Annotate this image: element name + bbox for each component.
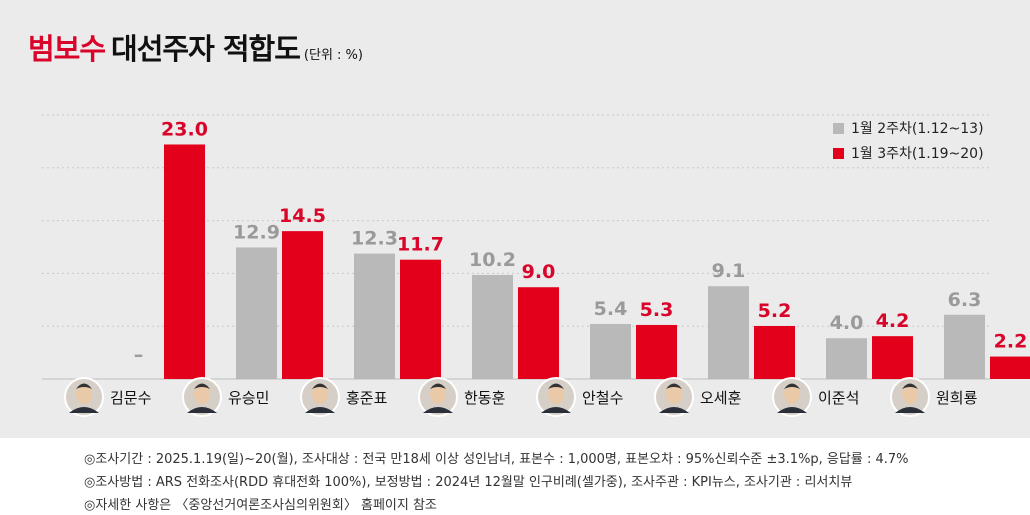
avatar-suit (187, 407, 217, 413)
avatar-hair (548, 383, 564, 389)
bar-week2 (826, 338, 867, 379)
avatar-face (548, 384, 564, 404)
data-label: 5.2 (758, 300, 792, 322)
avatar-suit (305, 407, 335, 413)
avatar-hair (430, 383, 446, 389)
avatar-hair (666, 383, 682, 389)
bar-week3 (164, 144, 205, 379)
data-label: 12.9 (233, 221, 280, 243)
data-label: 2.2 (994, 331, 1028, 353)
legend-swatch (833, 148, 844, 159)
bar-week2 (708, 286, 749, 379)
bar-week3 (400, 259, 441, 379)
legend-label: 1월 3주차(1.19~20) (851, 146, 984, 162)
tick-label: 유승민 (228, 389, 269, 407)
avatar-suit (895, 407, 925, 413)
bar-week3 (754, 325, 795, 379)
avatar-hair (76, 383, 92, 389)
data-label: 23.0 (161, 118, 208, 140)
data-label: – (134, 344, 144, 366)
avatar-face (666, 384, 682, 404)
avatar-hair (902, 383, 918, 389)
bar-week3 (282, 231, 323, 379)
avatar-hair (784, 383, 800, 389)
chart-title: 범보수 대선주자 적합도 (단위 : %) (28, 26, 363, 68)
tick-label: 오세훈 (700, 389, 741, 407)
avatar-suit (777, 407, 807, 413)
avatar-hair (194, 383, 210, 389)
footer-note-period: ◎조사기간 : 2025.1.19(일)~20(월), 조사대상 : 전국 만1… (84, 452, 909, 467)
bar-week3 (518, 287, 559, 379)
title-main: 대선주자 적합도 (111, 32, 301, 66)
bar-week2 (944, 314, 985, 379)
avatar-face (430, 384, 446, 404)
avatar-face (76, 384, 92, 404)
avatar-suit (541, 407, 571, 413)
data-label: 4.0 (830, 312, 864, 334)
avatar-face (902, 384, 918, 404)
data-label: 12.3 (351, 228, 398, 250)
avatar-face (312, 384, 328, 404)
data-label: 14.5 (279, 205, 326, 227)
data-label: 4.2 (876, 310, 910, 332)
tick-label: 홍준표 (346, 389, 388, 407)
data-label: 9.0 (522, 261, 556, 283)
title-highlight: 범보수 (28, 32, 106, 66)
data-label: 5.3 (640, 299, 674, 321)
avatar-face (194, 384, 210, 404)
data-label: 11.7 (397, 234, 444, 256)
bar-week2 (590, 323, 631, 379)
data-label: 10.2 (469, 249, 516, 271)
footer-note-method: ◎조사방법 : ARS 전화조사(RDD 휴대전화 100%), 보정방법 : … (84, 475, 853, 490)
avatar-suit (659, 407, 689, 413)
tick-label: 김문수 (110, 389, 151, 407)
data-label: 6.3 (948, 289, 982, 311)
footer-notes: ◎조사기간 : 2025.1.19(일)~20(월), 조사대상 : 전국 만1… (0, 438, 1030, 515)
legend-label: 1월 2주차(1.12~13) (851, 121, 984, 137)
bar-chart: – 23.0 김문수 12.914.5 유승민 12.3 11.7 홍준표 10.2 9.0 한동훈… (42, 114, 1030, 417)
tick-label: 원희룡 (936, 389, 978, 407)
avatar-suit (69, 407, 99, 413)
bar-week2 (472, 274, 513, 379)
data-label: 5.4 (594, 298, 628, 320)
bar-week2 (354, 253, 395, 379)
bar-week2 (236, 247, 277, 379)
tick-label: 안철수 (582, 389, 623, 407)
bar-week3 (636, 324, 677, 379)
bar-week3 (990, 356, 1030, 379)
tick-label: 이준석 (818, 389, 859, 407)
bar-week3 (872, 336, 913, 379)
title-unit: (단위 : %) (303, 48, 363, 63)
data-label: 9.1 (712, 260, 746, 282)
avatar-face (784, 384, 800, 404)
tick-label: 한동훈 (464, 389, 505, 407)
avatar-hair (312, 383, 328, 389)
footer-note-reference: ◎자세한 사항은 〈중앙선거여론조사심의위원회〉 홈페이지 참조 (84, 498, 437, 513)
legend-swatch (833, 123, 844, 134)
avatar-suit (423, 407, 453, 413)
